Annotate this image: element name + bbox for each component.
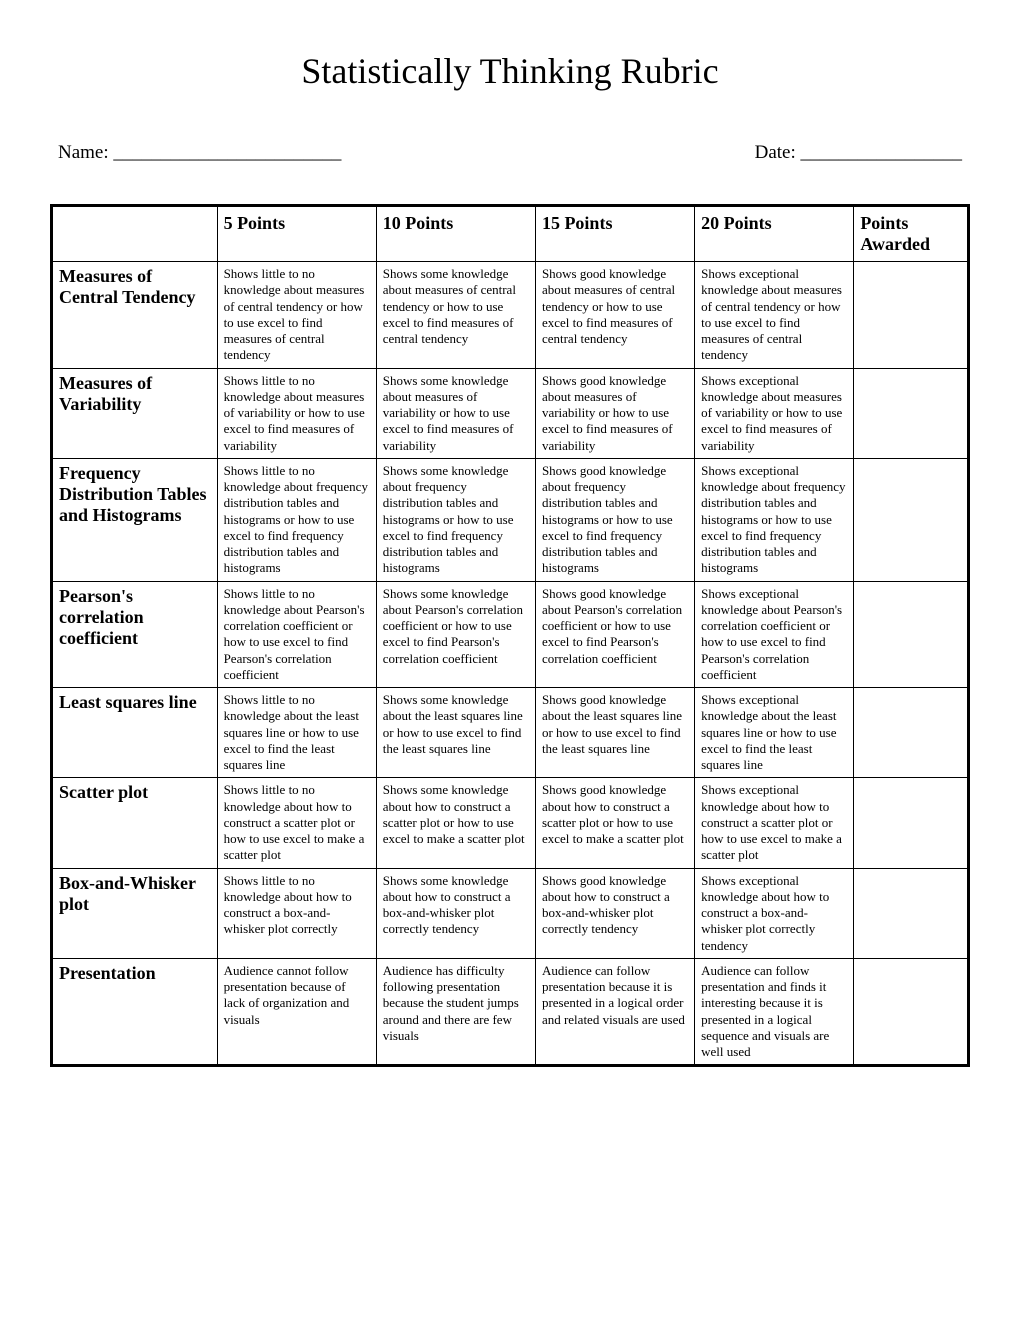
rubric-table: 5 Points 10 Points 15 Points 20 Points P… [50,204,970,1067]
cell-15: Shows good knowledge about the least squ… [535,688,694,778]
header-20: 20 Points [695,206,854,262]
cell-10: Shows some knowledge about measures of v… [376,368,535,458]
cell-20: Shows exceptional knowledge about Pearso… [695,581,854,688]
cell-15: Shows good knowledge about how to constr… [535,868,694,958]
cell-20: Shows exceptional knowledge about the le… [695,688,854,778]
cell-5: Shows little to no knowledge about the l… [217,688,376,778]
cell-15: Shows good knowledge about measures of c… [535,262,694,369]
row-label: Least squares line [52,688,218,778]
cell-20: Audience can follow presentation and fin… [695,958,854,1066]
cell-20: Shows exceptional knowledge about how to… [695,868,854,958]
table-row: Box-and-Whisker plotShows little to no k… [52,868,969,958]
row-label: Frequency Distribution Tables and Histog… [52,458,218,581]
cell-5: Shows little to no knowledge about how t… [217,868,376,958]
row-label: Measures of Central Tendency [52,262,218,369]
row-label: Box-and-Whisker plot [52,868,218,958]
cell-10: Shows some knowledge about measures of c… [376,262,535,369]
cell-5: Audience cannot follow presentation beca… [217,958,376,1066]
table-row: Frequency Distribution Tables and Histog… [52,458,969,581]
header-awarded: Points Awarded [854,206,969,262]
header-10: 10 Points [376,206,535,262]
table-row: Measures of Central TendencyShows little… [52,262,969,369]
cell-awarded [854,458,969,581]
cell-10: Shows some knowledge about Pearson's cor… [376,581,535,688]
cell-awarded [854,262,969,369]
cell-5: Shows little to no knowledge about how t… [217,778,376,868]
row-label: Pearson's correlation coefficient [52,581,218,688]
cell-20: Shows exceptional knowledge about how to… [695,778,854,868]
date-field: Date: _________________ [755,142,962,164]
table-row: Measures of VariabilityShows little to n… [52,368,969,458]
header-5: 5 Points [217,206,376,262]
cell-awarded [854,868,969,958]
row-label: Presentation [52,958,218,1066]
cell-20: Shows exceptional knowledge about measur… [695,262,854,369]
row-label: Measures of Variability [52,368,218,458]
cell-15: Audience can follow presentation because… [535,958,694,1066]
cell-20: Shows exceptional knowledge about freque… [695,458,854,581]
cell-10: Shows some knowledge about frequency dis… [376,458,535,581]
row-label: Scatter plot [52,778,218,868]
cell-5: Shows little to no knowledge about Pears… [217,581,376,688]
cell-10: Shows some knowledge about how to constr… [376,778,535,868]
cell-10: Audience has difficulty following presen… [376,958,535,1066]
cell-awarded [854,778,969,868]
cell-20: Shows exceptional knowledge about measur… [695,368,854,458]
cell-awarded [854,688,969,778]
name-field: Name: ________________________ [58,142,341,164]
page-title: Statistically Thinking Rubric [50,50,970,92]
cell-15: Shows good knowledge about frequency dis… [535,458,694,581]
header-15: 15 Points [535,206,694,262]
cell-15: Shows good knowledge about how to constr… [535,778,694,868]
table-row: PresentationAudience cannot follow prese… [52,958,969,1066]
cell-5: Shows little to no knowledge about measu… [217,262,376,369]
cell-awarded [854,368,969,458]
cell-15: Shows good knowledge about measures of v… [535,368,694,458]
table-row: Scatter plotShows little to no knowledge… [52,778,969,868]
table-row: Pearson's correlation coefficientShows l… [52,581,969,688]
cell-5: Shows little to no knowledge about measu… [217,368,376,458]
header-row: 5 Points 10 Points 15 Points 20 Points P… [52,206,969,262]
header-blank [52,206,218,262]
cell-awarded [854,958,969,1066]
cell-awarded [854,581,969,688]
meta-line: Name: ________________________ Date: ___… [50,142,970,164]
cell-15: Shows good knowledge about Pearson's cor… [535,581,694,688]
table-row: Least squares lineShows little to no kno… [52,688,969,778]
cell-10: Shows some knowledge about the least squ… [376,688,535,778]
cell-10: Shows some knowledge about how to constr… [376,868,535,958]
cell-5: Shows little to no knowledge about frequ… [217,458,376,581]
